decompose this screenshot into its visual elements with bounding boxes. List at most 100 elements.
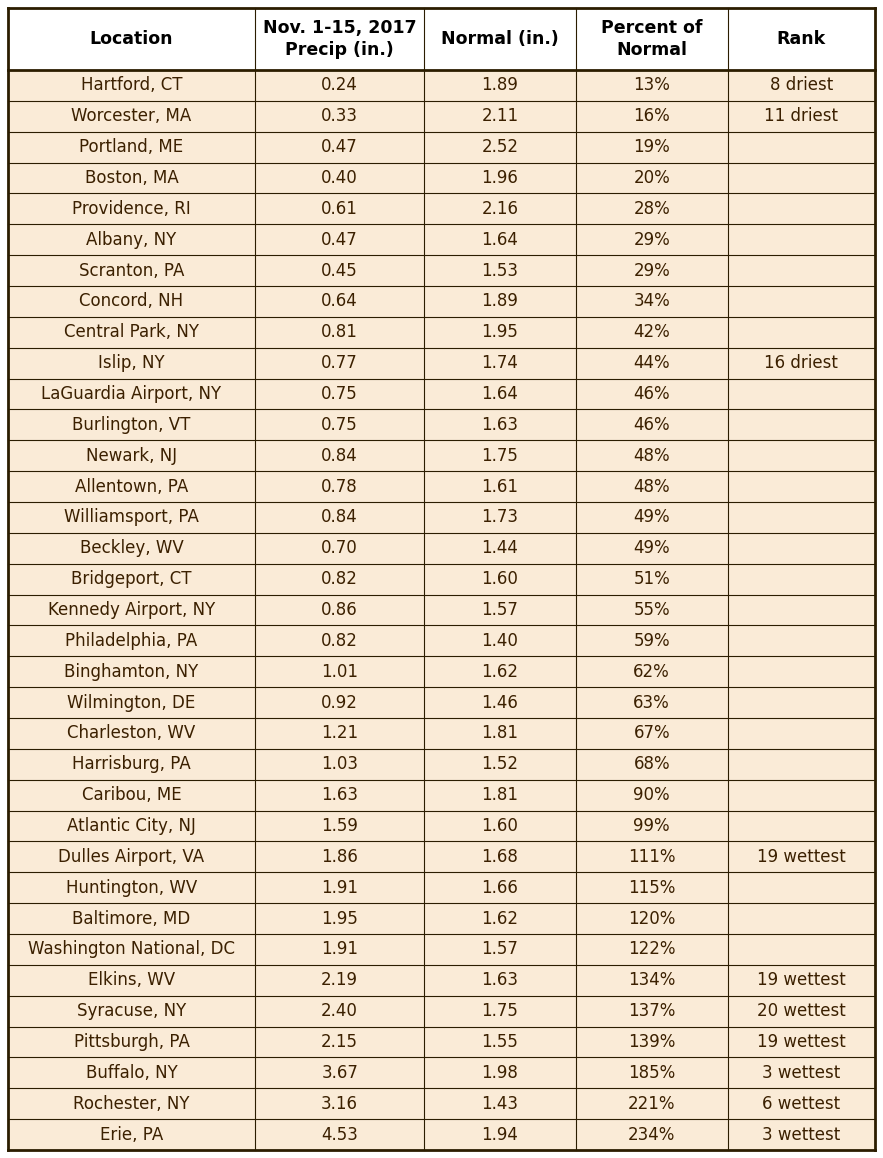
Text: 90%: 90% [633,786,670,804]
Text: 48%: 48% [633,447,670,464]
Text: Bridgeport, CT: Bridgeport, CT [72,570,192,588]
Bar [8,379,875,410]
Text: 68%: 68% [633,755,670,774]
Text: Worcester, MA: Worcester, MA [72,108,192,125]
Text: 185%: 185% [628,1064,675,1082]
Text: Charleston, WV: Charleston, WV [67,725,196,742]
Bar [8,903,875,935]
Bar [8,347,875,379]
Text: Location: Location [90,30,173,47]
Text: 2.52: 2.52 [481,138,518,156]
Text: 0.64: 0.64 [321,293,358,310]
Text: 1.68: 1.68 [481,848,518,866]
Text: 137%: 137% [628,1002,675,1020]
Bar [8,1027,875,1057]
Text: 1.66: 1.66 [481,879,518,896]
Text: 44%: 44% [633,354,670,372]
Text: Percent of
Normal: Percent of Normal [601,19,703,59]
Text: 1.60: 1.60 [481,570,518,588]
Text: 2.19: 2.19 [321,972,358,989]
Bar [8,193,875,225]
Text: 1.53: 1.53 [481,262,518,279]
Text: 0.82: 0.82 [321,632,358,650]
Text: 115%: 115% [628,879,675,896]
Text: 99%: 99% [633,818,670,835]
Text: 1.52: 1.52 [481,755,518,774]
Text: 1.81: 1.81 [481,725,518,742]
Bar [8,779,875,811]
Bar [8,286,875,317]
Text: Baltimore, MD: Baltimore, MD [72,909,191,928]
Text: 1.44: 1.44 [481,540,518,557]
Bar [8,811,875,842]
Text: Central Park, NY: Central Park, NY [64,323,199,342]
Text: 63%: 63% [633,694,670,711]
Text: 1.55: 1.55 [481,1033,518,1051]
Text: 19 wettest: 19 wettest [757,972,846,989]
Text: 2.11: 2.11 [481,108,518,125]
Text: 55%: 55% [633,601,670,620]
Text: Pittsburgh, PA: Pittsburgh, PA [73,1033,190,1051]
Text: 49%: 49% [633,508,670,527]
Text: 16%: 16% [633,108,670,125]
Text: 13%: 13% [633,76,670,95]
Bar [8,101,875,132]
Text: Providence, RI: Providence, RI [72,200,191,218]
Bar [8,872,875,903]
Text: 120%: 120% [628,909,675,928]
Text: 1.59: 1.59 [321,818,358,835]
Bar [8,687,875,718]
Text: 19%: 19% [633,138,670,156]
Text: 1.46: 1.46 [481,694,518,711]
Bar [8,749,875,779]
Text: Wilmington, DE: Wilmington, DE [67,694,196,711]
Text: Dulles Airport, VA: Dulles Airport, VA [58,848,205,866]
Text: 1.60: 1.60 [481,818,518,835]
Bar [8,1057,875,1089]
Bar [8,935,875,965]
Text: 6 wettest: 6 wettest [762,1094,841,1113]
Text: Huntington, WV: Huntington, WV [66,879,197,896]
Text: Scranton, PA: Scranton, PA [79,262,185,279]
Text: 8 driest: 8 driest [770,76,833,95]
Text: 1.91: 1.91 [321,940,358,959]
Text: 3 wettest: 3 wettest [762,1064,841,1082]
Text: 1.61: 1.61 [481,477,518,496]
Text: Normal (in.): Normal (in.) [442,30,559,47]
Text: Caribou, ME: Caribou, ME [82,786,181,804]
Text: 0.77: 0.77 [321,354,358,372]
Text: 234%: 234% [628,1126,675,1144]
Text: 67%: 67% [633,725,670,742]
Bar [8,842,875,872]
Text: 1.86: 1.86 [321,848,358,866]
Bar [8,471,875,503]
Text: 1.57: 1.57 [481,940,518,959]
Text: 139%: 139% [628,1033,675,1051]
Text: 1.43: 1.43 [481,1094,518,1113]
Text: 1.75: 1.75 [481,1002,518,1020]
Text: 1.40: 1.40 [481,632,518,650]
Text: 3.67: 3.67 [321,1064,358,1082]
Text: Buffalo, NY: Buffalo, NY [86,1064,177,1082]
Bar [8,225,875,255]
Text: 0.61: 0.61 [321,200,358,218]
Bar [8,440,875,471]
Text: 0.33: 0.33 [321,108,358,125]
Text: 1.01: 1.01 [321,662,358,681]
Text: Albany, NY: Albany, NY [87,230,177,249]
Bar [8,965,875,996]
Text: Islip, NY: Islip, NY [98,354,165,372]
Text: Rochester, NY: Rochester, NY [73,1094,190,1113]
Text: 1.98: 1.98 [481,1064,518,1082]
Text: 51%: 51% [633,570,670,588]
Text: 42%: 42% [633,323,670,342]
Text: Syracuse, NY: Syracuse, NY [77,1002,186,1020]
Text: 0.75: 0.75 [321,416,358,434]
Text: 3 wettest: 3 wettest [762,1126,841,1144]
Text: 29%: 29% [633,262,670,279]
Text: Nov. 1-15, 2017
Precip (in.): Nov. 1-15, 2017 Precip (in.) [263,19,417,59]
Bar [8,594,875,625]
Text: 19 wettest: 19 wettest [757,1033,846,1051]
Text: 59%: 59% [633,632,670,650]
Text: 0.75: 0.75 [321,384,358,403]
